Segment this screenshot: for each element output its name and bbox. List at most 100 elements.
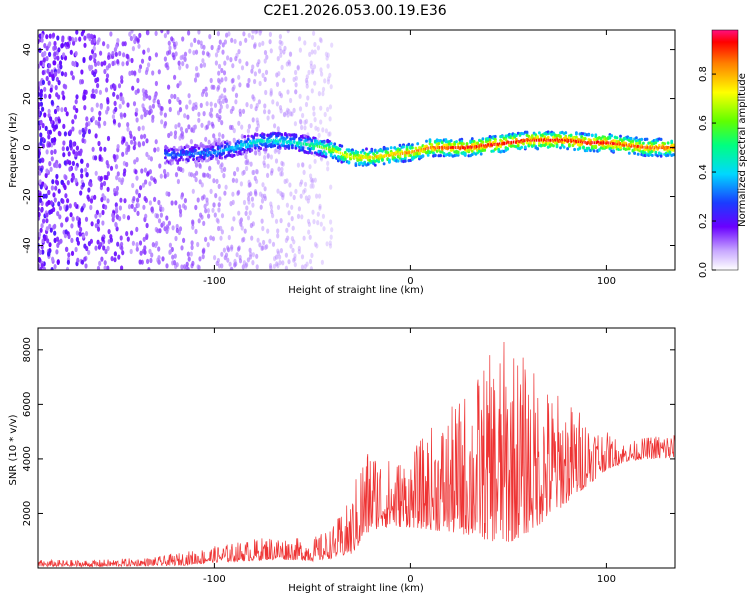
noise-cell (299, 193, 303, 199)
noise-cell (111, 114, 115, 120)
noise-cell (117, 83, 122, 89)
noise-cell (244, 37, 248, 43)
noise-cell (286, 30, 290, 34)
ridge-cell (479, 152, 483, 156)
noise-cell (241, 237, 245, 243)
noise-cell (187, 256, 191, 262)
ridge-cell (245, 151, 248, 155)
noise-cell (304, 101, 309, 108)
noise-cell (213, 137, 217, 143)
ridge-peak (504, 141, 506, 145)
noise-cell (298, 47, 302, 53)
noise-cell (238, 40, 242, 47)
noise-cell (56, 259, 60, 265)
ridge-cell (291, 144, 294, 148)
noise-cell (156, 228, 160, 234)
ridge-peak (562, 138, 564, 142)
noise-cell (118, 50, 122, 57)
noise-cell (231, 105, 235, 112)
noise-cell (253, 150, 257, 156)
ridge-cell (654, 141, 658, 145)
noise-cell (111, 50, 115, 57)
ridge-peak (452, 146, 455, 150)
noise-cell (296, 162, 300, 168)
noise-cell (46, 238, 50, 244)
ridge-peak (638, 145, 640, 149)
noise-cell (301, 162, 305, 168)
noise-cell (86, 162, 90, 168)
noise-cell (53, 40, 57, 47)
noise-cell (303, 181, 308, 187)
ridge-peak (271, 138, 273, 142)
noise-cell (292, 76, 296, 83)
ridge-peak (546, 138, 548, 142)
noise-cell (278, 91, 282, 97)
noise-cell (305, 83, 309, 89)
ridge-peak (301, 142, 303, 146)
noise-cell (222, 247, 226, 253)
ridge-cell (246, 137, 250, 141)
noise-cell (266, 152, 270, 158)
noise-cell (286, 107, 290, 113)
noise-cell (126, 102, 130, 108)
ridge-peak (317, 144, 319, 148)
noise-cell (294, 89, 298, 95)
noise-cell (86, 33, 90, 39)
noise-cell (309, 173, 313, 179)
noise-cell (38, 124, 41, 131)
noise-cell (206, 51, 210, 57)
noise-cell (59, 238, 63, 244)
noise-cell (55, 249, 59, 255)
noise-cell (40, 37, 44, 43)
noise-cell (48, 223, 52, 229)
noise-cell (190, 244, 194, 251)
noise-cell (219, 164, 223, 170)
noise-cell (248, 182, 252, 188)
noise-cell (94, 170, 98, 176)
noise-cell (85, 122, 89, 128)
noise-cell (245, 158, 249, 164)
noise-cell (100, 197, 104, 203)
noise-cell (233, 171, 237, 177)
noise-cell (97, 140, 101, 147)
noise-cell (136, 197, 140, 203)
noise-cell (45, 75, 49, 82)
noise-cell (163, 33, 167, 39)
ridge-cell (643, 151, 647, 155)
ridge-peak (280, 139, 282, 143)
ridge-cell (178, 146, 181, 150)
noise-cell (265, 54, 269, 60)
noise-cell (240, 225, 244, 231)
ridge-peak (276, 139, 278, 143)
noise-cell (194, 228, 198, 235)
noise-cell (142, 49, 146, 55)
noise-cell (107, 63, 111, 69)
ridge-peak (315, 144, 317, 148)
noise-cell (121, 250, 125, 256)
ridge-cell (594, 135, 598, 139)
ridge-cell (381, 158, 384, 162)
noise-cell (58, 214, 62, 220)
ridge-peak (484, 144, 486, 148)
noise-cell (116, 144, 120, 150)
noise-cell (297, 245, 301, 251)
noise-cell (106, 43, 110, 49)
noise-cell (242, 199, 247, 206)
noise-cell (75, 94, 79, 100)
noise-cell (288, 51, 292, 57)
ridge-peak (401, 152, 403, 155)
noise-cell (264, 69, 269, 75)
ridge-peak (470, 145, 472, 149)
noise-cell (218, 100, 223, 106)
ridge-cell (280, 133, 284, 137)
ridge-cell (425, 139, 428, 143)
noise-cell (328, 131, 332, 137)
ridge-peak (551, 138, 553, 142)
ridge-cell (403, 157, 407, 161)
noise-cell (166, 30, 170, 35)
noise-cell (205, 124, 209, 130)
noise-cell (171, 254, 175, 260)
noise-cell (262, 239, 266, 246)
noise-cell (38, 179, 42, 185)
